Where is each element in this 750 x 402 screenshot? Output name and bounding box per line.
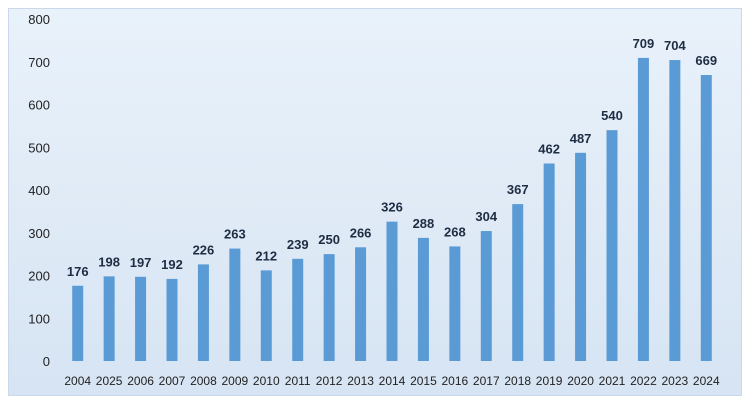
x-tick-label: 2017: [473, 374, 500, 388]
x-tick-label: 2004: [64, 374, 91, 388]
x-tick-label: 2011: [285, 374, 311, 388]
data-label: 239: [287, 237, 309, 252]
data-label: 266: [350, 225, 372, 240]
data-label: 288: [413, 216, 435, 231]
y-tick-label: 800: [28, 12, 50, 27]
x-tick-label: 2009: [222, 374, 249, 388]
x-axis: 2004 2025 2006 2007 2008 2009 2010 2011 2012 2013…: [64, 374, 720, 388]
bar-2023: [669, 60, 681, 361]
bar-2019: [543, 163, 555, 361]
bar-2004: [72, 285, 84, 361]
data-label: 487: [570, 131, 592, 146]
bar-2025: [103, 276, 115, 361]
bars: [72, 57, 712, 362]
y-tick-label: 300: [28, 226, 50, 241]
data-labels: 176 198 197 192 226 263 212 239 250 266 326 288 268 3…: [67, 36, 717, 279]
data-label: 226: [193, 242, 215, 257]
x-tick-label: 2022: [630, 374, 657, 388]
x-tick-label: 2013: [347, 374, 374, 388]
data-label: 263: [224, 227, 246, 242]
y-tick-label: 0: [43, 354, 50, 369]
x-tick-label: 2006: [127, 374, 154, 388]
bar-2017: [480, 231, 492, 361]
x-tick-label: 2019: [536, 374, 563, 388]
data-label: 250: [318, 232, 340, 247]
bar-2014: [386, 221, 398, 361]
bar-2016: [449, 246, 461, 361]
data-label: 198: [98, 254, 120, 269]
y-tick-label: 500: [28, 140, 50, 155]
x-tick-label: 2014: [379, 374, 406, 388]
y-tick-label: 700: [28, 55, 50, 70]
x-tick-label: 2023: [662, 374, 689, 388]
x-tick-label: 2024: [693, 374, 720, 388]
bar-2009: [229, 248, 241, 361]
x-tick-label: 2007: [159, 374, 186, 388]
y-tick-label: 600: [28, 98, 50, 113]
x-tick-label: 2025: [96, 374, 123, 388]
chart-frame: [8, 8, 742, 396]
y-tick-label: 200: [28, 269, 50, 284]
bar-2015: [417, 237, 429, 361]
x-tick-label: 2016: [442, 374, 469, 388]
y-tick-label: 100: [28, 311, 50, 326]
bar-2012: [323, 254, 335, 361]
data-label: 268: [444, 224, 466, 239]
data-label: 704: [664, 38, 686, 53]
bar-2010: [260, 270, 272, 361]
bar-2024: [700, 75, 712, 361]
y-tick-label: 400: [28, 183, 50, 198]
bar-2018: [512, 204, 524, 361]
data-label: 212: [255, 248, 277, 263]
bar-2022: [637, 57, 649, 362]
data-label: 669: [695, 53, 717, 68]
x-tick-label: 2020: [567, 374, 594, 388]
y-axis: 0 100 200 300 400 500 600 700 800: [28, 12, 50, 369]
x-tick-label: 2015: [410, 374, 437, 388]
data-label: 192: [161, 257, 183, 272]
x-tick-label: 2012: [316, 374, 343, 388]
x-tick-label: 2018: [504, 374, 531, 388]
data-label: 709: [633, 36, 655, 51]
x-tick-label: 2008: [190, 374, 217, 388]
bar-2021: [606, 130, 618, 361]
x-tick-label: 2010: [253, 374, 280, 388]
bar-2013: [355, 247, 367, 361]
data-label: 304: [475, 209, 497, 224]
bar-2020: [575, 152, 587, 361]
bar-2007: [166, 278, 178, 361]
data-label: 540: [601, 108, 623, 123]
x-tick-label: 2021: [599, 374, 626, 388]
bar-2006: [135, 276, 147, 361]
data-label: 462: [538, 141, 560, 156]
data-label: 326: [381, 200, 403, 215]
bar-2008: [197, 264, 209, 361]
data-label: 176: [67, 264, 89, 279]
bar-2011: [292, 258, 304, 361]
data-label: 197: [130, 255, 152, 270]
data-label: 367: [507, 182, 529, 197]
